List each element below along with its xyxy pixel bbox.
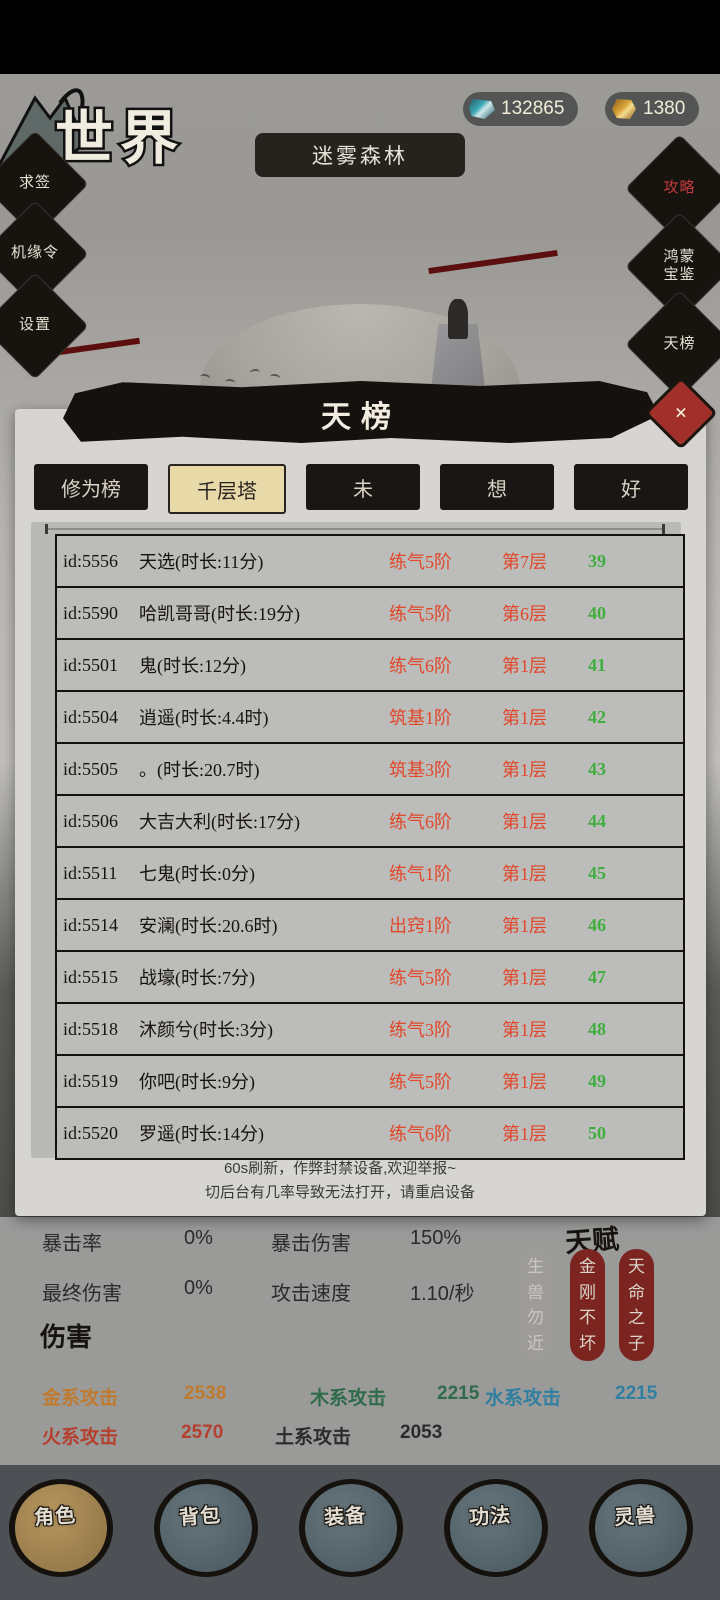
svg-text:界: 界 <box>120 106 178 171</box>
